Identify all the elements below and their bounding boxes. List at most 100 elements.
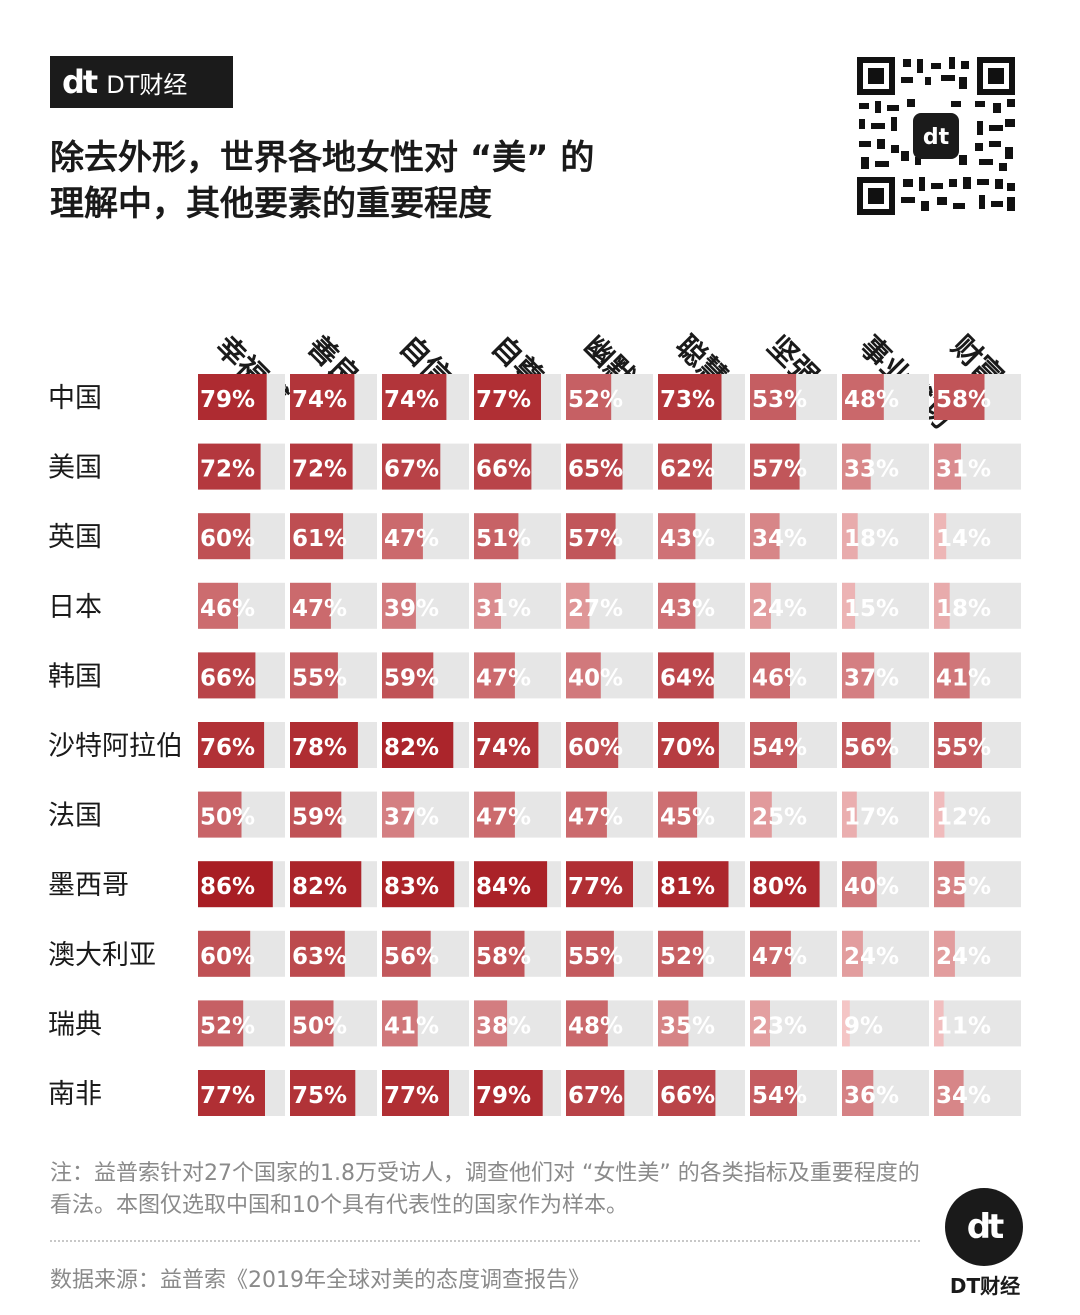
cell-bar: [934, 1000, 944, 1047]
cell-bar: [566, 1070, 625, 1116]
cell-bar: [750, 582, 771, 629]
row-label-8: 墨西哥: [48, 870, 129, 901]
cell-bar: [658, 652, 714, 699]
cell-bar: [658, 861, 729, 908]
cell-bar: [198, 930, 251, 977]
cell-bar: [658, 1070, 716, 1116]
cell-bar: [382, 861, 455, 908]
cell-value-label: 17%: [844, 805, 899, 831]
cell-bar: [474, 513, 519, 560]
cell-value-label: 53%: [752, 387, 807, 413]
cell-bar: [566, 930, 614, 977]
cell-bar: [198, 582, 238, 629]
cell-value-label: 64%: [660, 665, 715, 691]
cell-value-label: 43%: [660, 596, 715, 622]
cell-value-label: 50%: [292, 1013, 347, 1039]
cell-value-label: 75%: [292, 1083, 347, 1109]
cell-bar: [934, 652, 970, 699]
cell-bar: [474, 582, 501, 629]
data-source: 数据来源：益普索《2019年全球对美的态度调查报告》: [50, 1268, 590, 1293]
cell-bar: [290, 652, 338, 699]
cell-value-label: 66%: [200, 665, 255, 691]
cell-value-label: 24%: [752, 596, 807, 622]
cell-value-label: 24%: [936, 944, 991, 970]
cell-value-label: 78%: [292, 735, 347, 761]
cell-bar: [474, 374, 541, 420]
cell-bar: [382, 1070, 449, 1116]
cell-bar: [842, 652, 875, 699]
row-label-7: 法国: [48, 801, 102, 832]
cell-value-label: 31%: [476, 596, 531, 622]
cell-value-label: 23%: [752, 1013, 807, 1039]
cell-bar: [382, 1000, 418, 1047]
cell-value-label: 14%: [936, 526, 991, 552]
row-label-2: 美国: [48, 453, 102, 484]
cell-value-label: 48%: [568, 1013, 623, 1039]
cell-bar: [842, 513, 858, 560]
cell-bar: [750, 930, 791, 977]
cell-bar: [474, 722, 539, 768]
row-label-11: 南非: [48, 1079, 102, 1110]
cell-value-label: 82%: [292, 874, 347, 900]
cell-value-label: 80%: [752, 874, 807, 900]
cell-value-label: 45%: [660, 805, 715, 831]
row-label-10: 瑞典: [48, 1009, 102, 1040]
cell-value-label: 41%: [936, 665, 991, 691]
cell-value-label: 61%: [292, 526, 347, 552]
cell-track: [842, 582, 929, 629]
cell-value-label: 35%: [660, 1013, 715, 1039]
cell-bar: [198, 722, 265, 768]
brand-badge: dt DT财经: [50, 56, 233, 108]
row-label-3: 英国: [48, 522, 102, 553]
cell-value-label: 37%: [384, 805, 439, 831]
cell-value-label: 84%: [476, 874, 531, 900]
cell-value-label: 27%: [568, 596, 623, 622]
cell-bar: [566, 582, 590, 629]
cell-value-label: 47%: [752, 944, 807, 970]
cell-bar: [566, 722, 619, 768]
cell-value-label: 74%: [292, 387, 347, 413]
cell-value-label: 57%: [568, 526, 623, 552]
brand-logo-mark: dt: [62, 63, 98, 101]
cell-bar: [474, 443, 532, 490]
cell-bar: [658, 374, 722, 420]
cell-bar: [290, 582, 331, 629]
cell-value-label: 55%: [568, 944, 623, 970]
cell-bar: [566, 652, 601, 699]
heatmap-chart: 幸福感善良自信自尊幽默聪慧坚强事业成功财富中国79%74%74%77%52%73…: [48, 329, 1021, 1116]
title-line-1: 除去外形，世界各地女性对 “美” 的: [50, 138, 595, 178]
cell-value-label: 74%: [476, 735, 531, 761]
cell-bar: [934, 443, 961, 490]
cell-bar: [382, 582, 416, 629]
cell-bar: [658, 1000, 689, 1047]
cell-bar: [934, 1070, 964, 1116]
cell-bar: [934, 374, 985, 420]
cell-value-label: 67%: [568, 1083, 623, 1109]
cell-value-label: 15%: [844, 596, 899, 622]
cell-bar: [382, 374, 447, 420]
cell-bar: [658, 930, 704, 977]
footer-logo-text: DT财经: [949, 1274, 1021, 1298]
cell-bar: [658, 722, 719, 768]
chart-title: 除去外形，世界各地女性对 “美” 的 理解中，其他要素的重要程度: [50, 135, 810, 227]
cell-value-label: 52%: [660, 944, 715, 970]
cell-bar: [934, 791, 945, 838]
cell-value-label: 12%: [936, 805, 991, 831]
cell-bar: [290, 513, 344, 560]
cell-bar: [290, 374, 355, 420]
cell-bar: [290, 861, 362, 908]
cell-bar: [750, 1070, 797, 1116]
cell-value-label: 60%: [568, 735, 623, 761]
cell-value-label: 52%: [568, 387, 623, 413]
cell-value-label: 51%: [476, 526, 531, 552]
cell-value-label: 47%: [384, 526, 439, 552]
cell-bar: [842, 791, 857, 838]
row-label-9: 澳大利亚: [48, 940, 156, 971]
cell-value-label: 31%: [936, 457, 991, 483]
cell-bar: [382, 652, 434, 699]
cell-bar: [198, 861, 273, 908]
cell-bar: [198, 513, 251, 560]
footer-logo-mark: dt: [966, 1207, 1005, 1247]
cell-value-label: 56%: [844, 735, 899, 761]
cell-bar: [474, 652, 515, 699]
